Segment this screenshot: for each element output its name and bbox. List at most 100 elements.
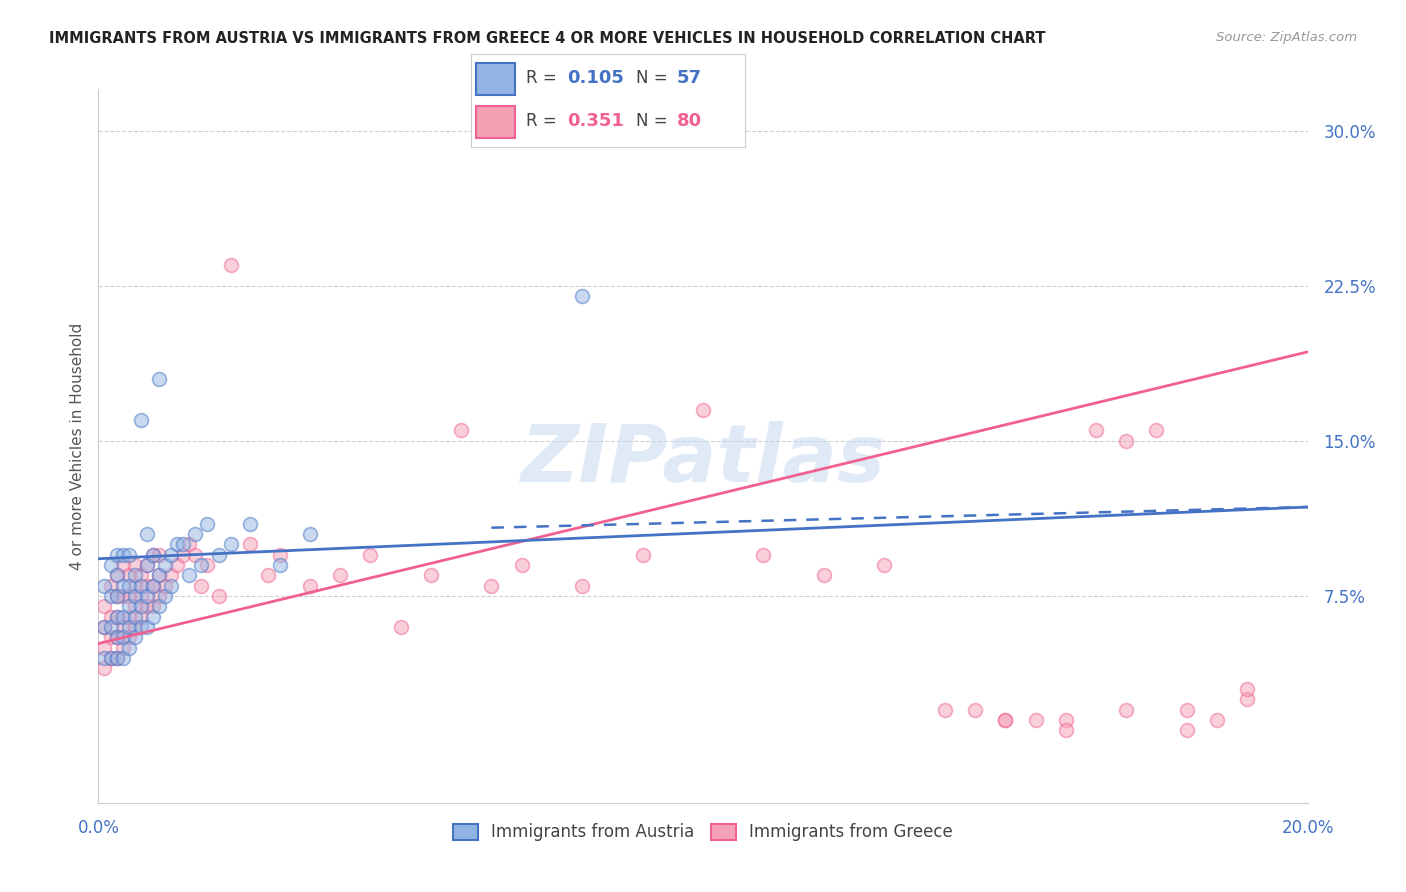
Point xyxy=(166,558,188,572)
Point xyxy=(752,548,775,562)
Point xyxy=(1024,713,1046,727)
Point xyxy=(994,713,1017,727)
Text: R =: R = xyxy=(526,69,562,87)
Point xyxy=(118,640,141,655)
Point xyxy=(420,568,443,582)
Point xyxy=(111,620,134,634)
Point xyxy=(148,568,170,582)
Point xyxy=(172,537,194,551)
Point xyxy=(93,620,115,634)
Point xyxy=(124,620,146,634)
Point xyxy=(994,713,1017,727)
Point xyxy=(105,609,128,624)
Text: IMMIGRANTS FROM AUSTRIA VS IMMIGRANTS FROM GREECE 4 OR MORE VEHICLES IN HOUSEHOL: IMMIGRANTS FROM AUSTRIA VS IMMIGRANTS FR… xyxy=(49,31,1046,46)
Point xyxy=(100,651,122,665)
Point xyxy=(93,599,115,614)
Point xyxy=(118,589,141,603)
Point xyxy=(124,558,146,572)
Point xyxy=(124,568,146,582)
Point xyxy=(148,589,170,603)
Point xyxy=(360,548,382,562)
Point xyxy=(142,579,165,593)
Point xyxy=(105,630,128,644)
Point xyxy=(184,527,207,541)
Point xyxy=(1054,723,1077,738)
Point xyxy=(129,609,152,624)
Text: N =: N = xyxy=(636,69,672,87)
Point xyxy=(1115,703,1137,717)
Point xyxy=(129,413,152,427)
Point xyxy=(571,289,593,303)
Legend: Immigrants from Austria, Immigrants from Greece: Immigrants from Austria, Immigrants from… xyxy=(446,817,960,848)
Point xyxy=(160,579,183,593)
Point xyxy=(111,548,134,562)
Point xyxy=(1236,681,1258,696)
Point xyxy=(1115,434,1137,448)
Point xyxy=(111,558,134,572)
Point xyxy=(631,548,654,562)
Point xyxy=(142,579,165,593)
Point xyxy=(111,630,134,644)
Point xyxy=(111,651,134,665)
Y-axis label: 4 or more Vehicles in Household: 4 or more Vehicles in Household xyxy=(69,322,84,570)
Point xyxy=(208,548,231,562)
Point xyxy=(135,599,157,614)
Text: R =: R = xyxy=(526,112,562,130)
Point xyxy=(965,703,987,717)
Point xyxy=(111,640,134,655)
Point xyxy=(105,630,128,644)
Text: N =: N = xyxy=(636,112,672,130)
Point xyxy=(100,630,122,644)
Point xyxy=(166,537,188,551)
Point xyxy=(148,599,170,614)
Point xyxy=(135,558,157,572)
Point xyxy=(195,558,218,572)
Point xyxy=(1085,424,1108,438)
Point xyxy=(142,548,165,562)
Point xyxy=(105,609,128,624)
Point xyxy=(481,579,503,593)
Point xyxy=(160,548,183,562)
Bar xyxy=(477,63,515,95)
Point xyxy=(118,630,141,644)
Point xyxy=(221,258,243,272)
Point xyxy=(93,620,115,634)
Point xyxy=(129,589,152,603)
Point xyxy=(124,630,146,644)
Point xyxy=(450,424,472,438)
Point xyxy=(1236,692,1258,706)
Point xyxy=(873,558,896,572)
Point xyxy=(195,516,218,531)
Point xyxy=(142,609,165,624)
Point xyxy=(100,579,122,593)
Point xyxy=(153,589,176,603)
Point xyxy=(118,620,141,634)
Point xyxy=(93,640,115,655)
Point xyxy=(1144,424,1167,438)
Point xyxy=(269,558,291,572)
Point xyxy=(571,579,593,593)
Point xyxy=(124,589,146,603)
Point xyxy=(389,620,412,634)
Point xyxy=(148,548,170,562)
Point xyxy=(208,589,231,603)
Point xyxy=(124,599,146,614)
Point xyxy=(118,609,141,624)
Point xyxy=(105,568,128,582)
Point xyxy=(179,537,201,551)
Bar xyxy=(477,106,515,138)
Point xyxy=(93,651,115,665)
Point xyxy=(124,579,146,593)
Point xyxy=(221,537,243,551)
Point xyxy=(100,589,122,603)
Point xyxy=(190,579,212,593)
Point xyxy=(135,579,157,593)
Point xyxy=(111,579,134,593)
Point xyxy=(124,609,146,624)
Point xyxy=(118,579,141,593)
Text: 57: 57 xyxy=(676,69,702,87)
Point xyxy=(329,568,352,582)
Point xyxy=(100,651,122,665)
Point xyxy=(100,620,122,634)
Point xyxy=(129,568,152,582)
